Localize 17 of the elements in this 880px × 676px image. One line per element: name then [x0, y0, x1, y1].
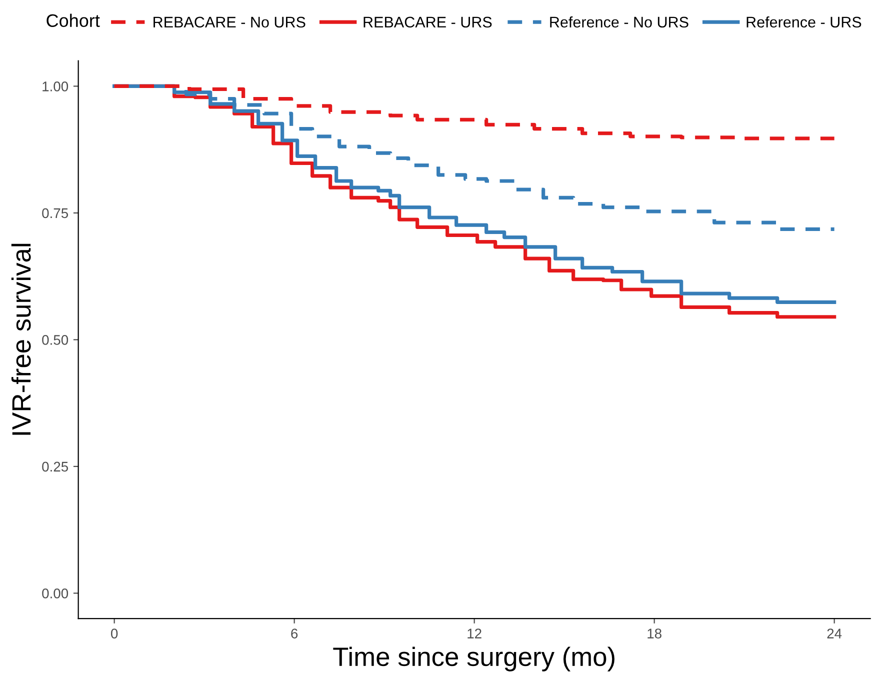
- x-tick-label: 12: [468, 628, 482, 638]
- y-tick-label: 0.25: [42, 462, 68, 472]
- x-axis-title: Time since surgery (mo): [333, 646, 614, 672]
- x-tick-label: 18: [648, 628, 662, 638]
- legend-label: Reference - No URS: [550, 16, 688, 28]
- y-tick-label: 1.00: [42, 82, 68, 92]
- x-tick-label: 24: [827, 628, 842, 638]
- x-tick-label: 0: [111, 628, 118, 638]
- y-tick-label: 0.00: [42, 588, 68, 598]
- y-axis-title: IVR-free survival: [11, 244, 31, 435]
- y-tick-label: 0.50: [42, 335, 68, 345]
- legend-label: REBACARE - URS: [364, 16, 492, 28]
- legend-label: Reference - URS: [746, 16, 862, 28]
- y-tick-label: 0.75: [42, 208, 68, 218]
- legend-title: Cohort: [46, 14, 100, 28]
- x-tick-label: 6: [291, 628, 298, 638]
- legend-label: REBACARE - No URS: [154, 16, 306, 28]
